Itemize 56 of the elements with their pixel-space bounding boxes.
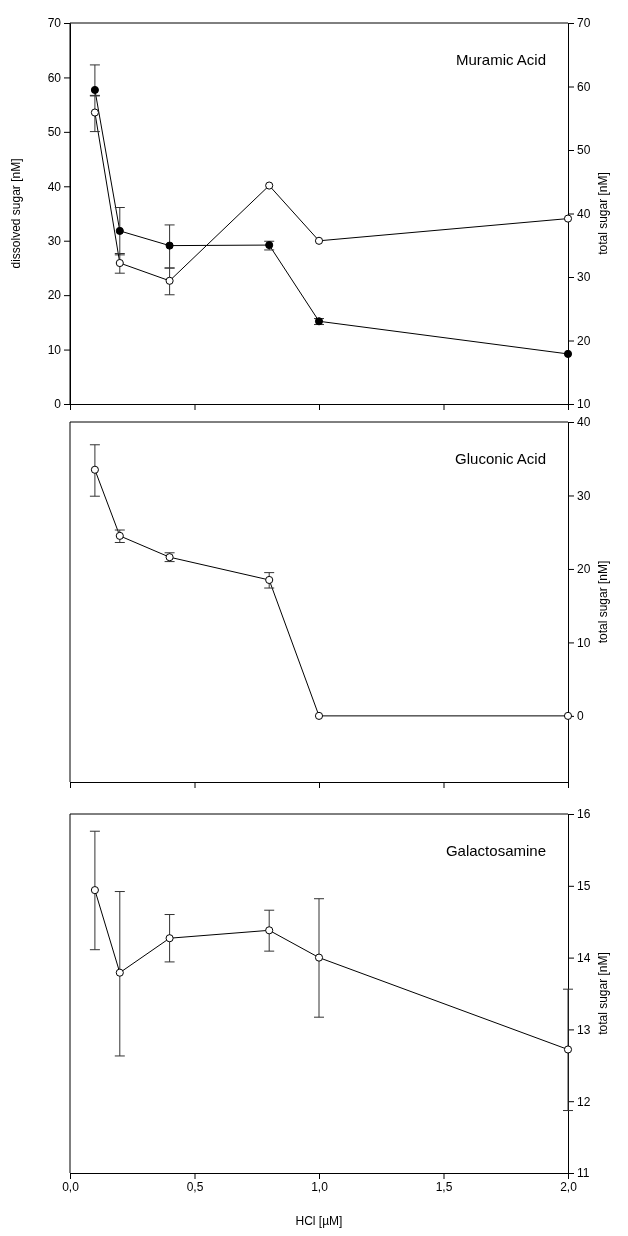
point — [563, 214, 573, 223]
y2-tick-label: 16 — [577, 807, 591, 822]
y2-tick-label: 40 — [577, 206, 591, 221]
y-tick-label: 30 — [47, 234, 62, 249]
y2-axis-title: total sugar [nM] — [596, 952, 610, 1035]
point — [165, 276, 174, 285]
y-tick-label: 20 — [47, 288, 62, 303]
point — [165, 934, 174, 943]
point — [265, 926, 274, 935]
x-tick-label: 2,0 — [560, 1179, 578, 1194]
x-tick-label: 0,5 — [186, 1179, 204, 1194]
y2-tick-label: 70 — [577, 16, 591, 31]
point — [90, 886, 99, 895]
x-tick-label: 1,5 — [435, 1179, 453, 1194]
y2-axis-title: total sugar [nM] — [596, 172, 610, 255]
y-tick-label: 40 — [47, 179, 62, 194]
y2-tick-label: 40 — [577, 415, 591, 430]
x-axis-title: HCl [µM] — [295, 1214, 343, 1228]
y-tick-label: 10 — [47, 342, 62, 357]
y2-tick-label: 60 — [577, 79, 591, 94]
y2-tick-label: 13 — [577, 1022, 591, 1037]
y2-tick-label: 30 — [577, 270, 591, 285]
point — [563, 349, 573, 358]
point — [90, 465, 99, 474]
text: Gluconic Acid — [455, 450, 546, 467]
point — [165, 241, 174, 250]
y-tick-label: 60 — [47, 70, 62, 85]
text: Muramic Acid — [455, 51, 546, 68]
text: Galactosamine — [445, 842, 546, 859]
point — [90, 108, 99, 117]
y-tick-label: 50 — [47, 125, 62, 140]
point — [90, 85, 99, 95]
y-tick-label: 70 — [47, 16, 62, 31]
y2-tick-label: 12 — [577, 1094, 591, 1109]
point — [115, 258, 124, 268]
y2-tick-label: 30 — [577, 488, 591, 503]
point — [314, 711, 324, 720]
y2-tick-label: 20 — [577, 562, 591, 577]
point — [314, 236, 324, 245]
y2-tick-label: 10 — [577, 397, 591, 412]
y2-tick-label: 14 — [577, 950, 591, 965]
point — [115, 968, 124, 977]
x-tick-label: 0,0 — [62, 1179, 80, 1194]
y2-tick-label: 11 — [577, 1166, 590, 1181]
y2-tick-label: 0 — [577, 709, 584, 724]
y2-tick-label: 10 — [577, 635, 591, 650]
point — [115, 226, 124, 235]
y2-tick-label: 15 — [577, 879, 591, 894]
point — [265, 181, 274, 190]
y-tick-label: 0 — [54, 397, 62, 412]
x-tick-label: 1,0 — [311, 1179, 329, 1194]
point — [314, 953, 324, 962]
y-axis-title: dissolved sugar [nM] — [9, 158, 23, 269]
y2-tick-label: 20 — [577, 333, 591, 348]
y2-tick-label: 50 — [577, 143, 591, 158]
y2-axis-title: total sugar [nM] — [596, 560, 610, 644]
